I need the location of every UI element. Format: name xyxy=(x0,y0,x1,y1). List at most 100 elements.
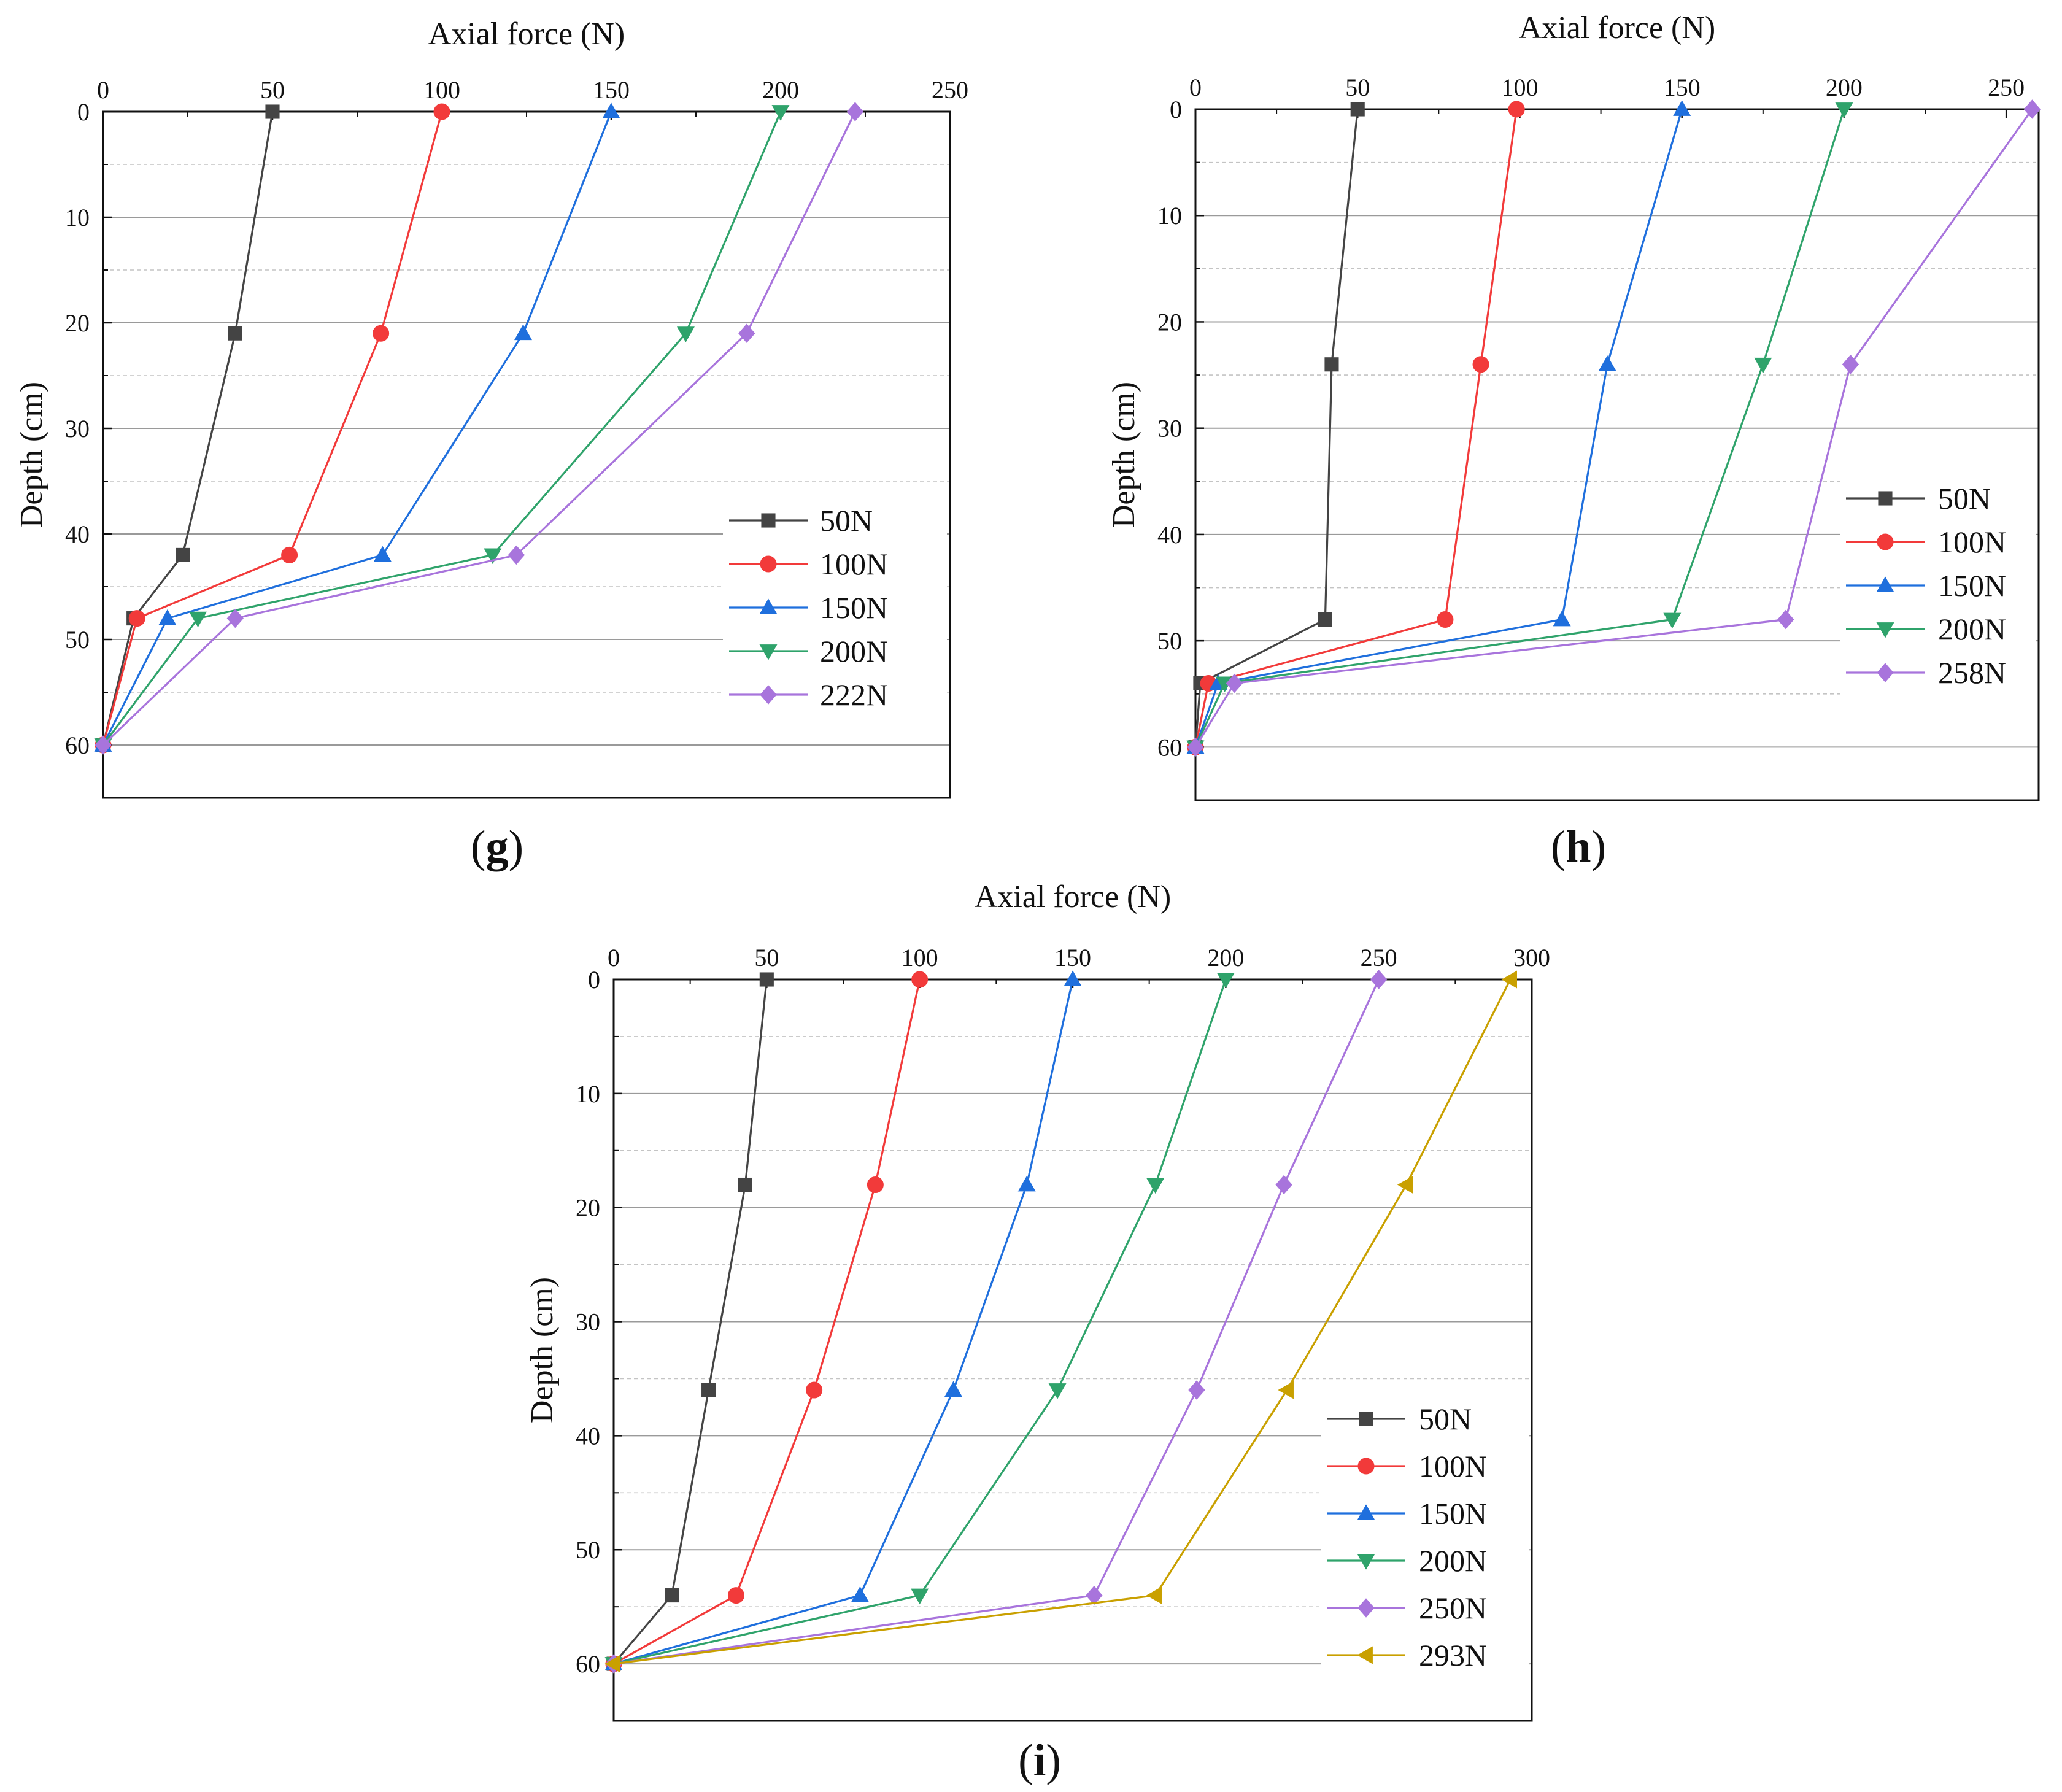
legend-label-150n-i: 150N xyxy=(1419,1496,1487,1531)
y-tick-label-i: 60 xyxy=(576,1650,600,1678)
data-point-222n-g xyxy=(846,102,864,122)
data-point-50n-h xyxy=(1318,612,1332,627)
data-point-293n-i xyxy=(604,1655,620,1673)
panel-label-i: (i) xyxy=(1018,1736,1061,1786)
y-tick-label-h: 20 xyxy=(1157,308,1182,336)
data-point-150n-i xyxy=(851,1586,869,1602)
y-tick-label-h: 30 xyxy=(1157,415,1182,442)
data-point-150n-h xyxy=(1553,610,1571,627)
data-point-150n-i xyxy=(1064,970,1082,986)
legend-marker-100n-i xyxy=(1357,1458,1375,1475)
series-200n-h xyxy=(1186,102,1853,757)
panel-label-h: (h) xyxy=(1551,822,1606,872)
data-point-258n-h xyxy=(1226,673,1243,693)
x-tick-label-i: 250 xyxy=(1361,944,1397,971)
data-point-150n-h xyxy=(1598,355,1616,371)
data-point-258n-h xyxy=(1777,609,1794,630)
y-tick-label-h: 50 xyxy=(1157,627,1182,655)
data-point-293n-i xyxy=(1146,1586,1162,1605)
data-point-100n-i xyxy=(727,1587,744,1604)
legend-marker-200n-g xyxy=(759,644,778,660)
data-point-222n-g xyxy=(226,608,244,628)
data-point-250n-i xyxy=(1188,1380,1205,1400)
data-point-50n-i xyxy=(665,1588,679,1603)
data-point-150n-h xyxy=(1673,100,1691,116)
legend-marker-200n-h xyxy=(1876,622,1894,638)
legend-marker-50n-h xyxy=(1878,491,1893,506)
x-tick-label-g: 250 xyxy=(932,76,968,104)
data-point-100n-g xyxy=(281,546,298,563)
legend-label-150n-g: 150N xyxy=(820,590,888,625)
data-point-200n-h xyxy=(1754,357,1772,374)
y-tick-label-i: 10 xyxy=(576,1080,600,1108)
x-tick-label-i: 150 xyxy=(1054,944,1091,971)
panel-label-g: (g) xyxy=(471,822,523,872)
data-point-200n-i xyxy=(1048,1383,1067,1399)
series-50n-i xyxy=(606,972,774,1671)
data-point-293n-i xyxy=(1501,970,1517,989)
data-point-222n-g xyxy=(738,323,755,343)
x-tick-label-h: 0 xyxy=(1189,74,1202,101)
y-tick-label-i: 30 xyxy=(576,1308,600,1336)
legend-background-h xyxy=(1840,476,2036,698)
data-point-150n-g xyxy=(602,102,620,118)
legend-label-200n-g: 200N xyxy=(820,634,888,668)
data-point-200n-i xyxy=(1216,973,1235,989)
data-point-200n-g xyxy=(189,611,207,628)
y-tick-label-h: 10 xyxy=(1157,202,1182,230)
data-point-250n-i xyxy=(1370,970,1388,989)
x-tick-label-i: 300 xyxy=(1513,944,1550,971)
legend-label-258n-h: 258N xyxy=(1938,655,2006,690)
chart-panel-g: 0 50 100 150 200 250 0 10 20 30 40 50 60 Axial force … xyxy=(14,17,968,799)
legend-marker-100n-h xyxy=(1877,533,1894,550)
legend-label-150n-h: 150N xyxy=(1938,568,2006,603)
legend-label-100n-i: 100N xyxy=(1419,1449,1487,1483)
legend-label-100n-h: 100N xyxy=(1938,525,2006,559)
data-point-100n-h xyxy=(1472,356,1489,373)
series-150n-g xyxy=(94,102,620,752)
data-point-100n-i xyxy=(867,1176,884,1194)
y-tick-label-i: 0 xyxy=(588,966,600,994)
x-tick-label-h: 50 xyxy=(1345,74,1370,101)
x-tick-label-g: 50 xyxy=(260,76,285,104)
data-point-150n-g xyxy=(373,546,392,562)
data-point-258n-h xyxy=(1187,737,1204,757)
legend-marker-150n-g xyxy=(759,598,778,614)
x-tick-label-g: 200 xyxy=(762,76,799,104)
data-point-200n-g xyxy=(676,326,695,342)
y-tick-label-g: 60 xyxy=(65,732,90,759)
data-point-50n-i xyxy=(759,972,774,987)
x-tick-label-i: 0 xyxy=(608,944,620,971)
plot-frame-h xyxy=(1194,108,2040,801)
data-point-150n-i xyxy=(944,1381,963,1397)
y-tick-label-h: 0 xyxy=(1170,96,1182,123)
legend-marker-222n-g xyxy=(760,685,777,705)
data-point-100n-g xyxy=(433,103,450,120)
legend-label-250n-i: 250N xyxy=(1419,1591,1487,1625)
y-axis-title-i: Depth (cm) xyxy=(525,1277,560,1423)
data-point-50n-i xyxy=(738,1177,752,1192)
x-tick-label-h: 200 xyxy=(1826,74,1863,101)
data-point-250n-i xyxy=(1275,1175,1292,1195)
y-tick-label-i: 20 xyxy=(576,1194,600,1222)
data-point-200n-i xyxy=(911,1588,929,1605)
legend-marker-150n-h xyxy=(1876,576,1894,592)
series-293n-i xyxy=(604,970,1517,1673)
legend-label-200n-h: 200N xyxy=(1938,612,2006,646)
data-point-200n-h xyxy=(1663,612,1682,629)
legend-marker-50n-g xyxy=(761,513,776,528)
x-tick-label-g: 150 xyxy=(593,76,630,104)
legend-label-50n-h: 50N xyxy=(1938,481,1991,516)
series-200n-g xyxy=(94,105,790,754)
data-point-100n-i xyxy=(911,971,929,988)
chart-panel-h: 0 50 100 150 200 250 0 10 20 30 40 50 60 Axial force … xyxy=(1106,10,2041,801)
legend-marker-50n-i xyxy=(1359,1412,1373,1426)
data-point-150n-i xyxy=(1017,1175,1036,1192)
y-tick-label-i: 40 xyxy=(576,1422,600,1450)
data-point-50n-g xyxy=(228,326,242,341)
data-point-200n-g xyxy=(484,548,502,565)
data-point-100n-i xyxy=(806,1381,823,1399)
data-point-50n-h xyxy=(1350,102,1365,117)
legend-label-222n-g: 222N xyxy=(820,678,888,712)
